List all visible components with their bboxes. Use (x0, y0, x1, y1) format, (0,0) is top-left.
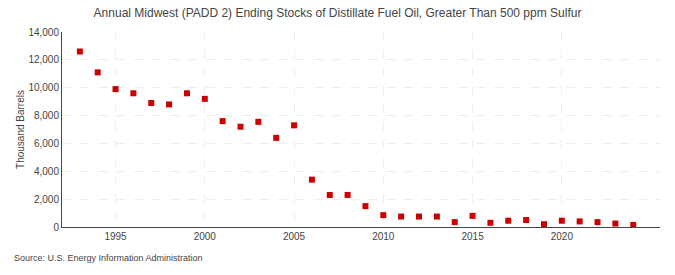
svg-text:6,000: 6,000 (34, 138, 59, 149)
svg-text:8,000: 8,000 (34, 110, 59, 121)
svg-text:0: 0 (53, 222, 59, 233)
svg-text:2,000: 2,000 (34, 194, 59, 205)
svg-text:2010: 2010 (372, 231, 395, 242)
svg-text:10,000: 10,000 (28, 82, 59, 93)
svg-text:12,000: 12,000 (28, 54, 59, 65)
svg-text:14,000: 14,000 (28, 27, 59, 38)
svg-text:Annual Midwest (PADD 2) Ending: Annual Midwest (PADD 2) Ending Stocks of… (94, 6, 582, 20)
svg-text:Thousand Barrels: Thousand Barrels (15, 90, 26, 169)
svg-text:2005: 2005 (283, 231, 306, 242)
svg-text:2015: 2015 (461, 231, 484, 242)
svg-text:2020: 2020 (551, 231, 574, 242)
svg-text:1995: 1995 (104, 231, 127, 242)
svg-text:2000: 2000 (194, 231, 217, 242)
svg-text:4,000: 4,000 (34, 166, 59, 177)
svg-text:Source: U.S. Energy Informatio: Source: U.S. Energy Information Administ… (14, 253, 203, 263)
